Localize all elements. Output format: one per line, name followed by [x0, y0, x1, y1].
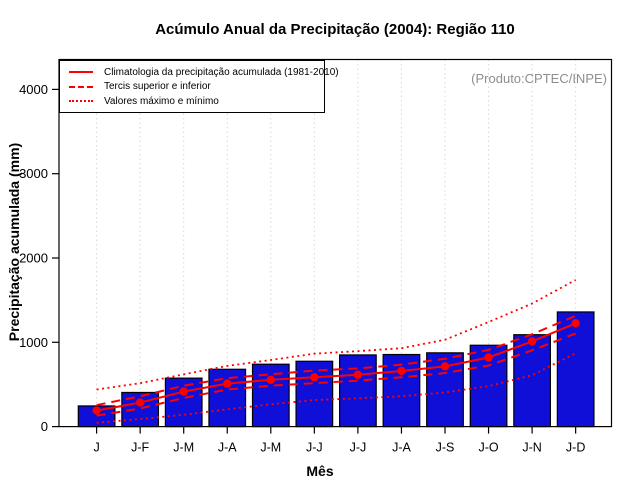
- legend-label-climatology: Climatologia da precipitação acumulada (…: [104, 66, 339, 78]
- climatology-point: [353, 370, 363, 379]
- climatology-point: [310, 373, 319, 382]
- series-line-solid-with-points: [96, 322, 577, 412]
- bar-J-F: [121, 391, 160, 428]
- climatology-point: [571, 319, 580, 328]
- chart-title: Acúmulo Anual da Precipitação (2004): Re…: [155, 21, 515, 38]
- dotted-red-line-icon: [69, 100, 93, 103]
- x-tick-label: J-F: [131, 441, 149, 455]
- producer-credit: (Produto:CPTEC/INPE): [471, 71, 607, 86]
- x-tick-label: J-N: [522, 441, 541, 455]
- bar-J-N: [513, 334, 551, 428]
- legend-item-terciles: Tercis superior e inferior: [60, 80, 324, 95]
- y-tick-label: 1000: [19, 335, 48, 350]
- climatology-point: [266, 375, 275, 385]
- climatology-point: [484, 353, 493, 362]
- climatology-point: [135, 398, 145, 407]
- series-line-dotted: [96, 279, 577, 391]
- plot-border: [58, 58, 613, 428]
- climatology-point: [440, 362, 450, 371]
- bar-J-M: [164, 377, 203, 428]
- x-tick-label: J-O: [478, 441, 498, 455]
- y-tick-label: 0: [41, 419, 48, 434]
- series-line-dashed: [96, 314, 577, 407]
- x-tick-label: J-A: [218, 441, 237, 455]
- x-tick-label: J-A: [392, 441, 411, 455]
- x-tick-label: J-M: [173, 441, 194, 455]
- x-tick-label: J: [93, 441, 99, 455]
- legend-label-max-min: Valores máximo e mínimo: [104, 95, 219, 107]
- x-tick-label: J-M: [260, 441, 281, 455]
- climatology-point: [527, 337, 537, 346]
- x-tick-label: J-J: [306, 441, 323, 455]
- y-tick-label: 3000: [19, 166, 48, 181]
- y-tick-label: 2000: [19, 251, 48, 266]
- bar-J-J: [339, 354, 377, 428]
- x-tick-label: J-S: [436, 441, 455, 455]
- chart-legend: Climatologia da precipitação acumulada (…: [59, 60, 339, 113]
- legend-label-terciles: Tercis superior e inferior: [104, 81, 211, 93]
- series-line-dashed: [96, 332, 577, 417]
- x-axis-title: Mês: [306, 463, 334, 479]
- climatology-point: [223, 379, 232, 388]
- dashed-red-line-icon: [69, 85, 93, 88]
- y-axis-title: Precipitação acumulada (mm): [6, 142, 22, 342]
- bar-J-M: [251, 363, 290, 428]
- bar-J-A: [382, 353, 421, 428]
- y-tick-label: 4000: [19, 82, 48, 97]
- bar-J-A: [208, 368, 247, 428]
- solid-red-line-icon: [69, 71, 93, 74]
- climatology-point: [179, 387, 188, 396]
- x-tick-label: J-D: [566, 441, 585, 455]
- legend-item-max-min: Valores máximo e mínimo: [60, 94, 324, 109]
- x-tick-label: J-J: [350, 441, 367, 455]
- legend-item-climatology: Climatologia da precipitação acumulada (…: [60, 65, 339, 80]
- bar-J-J: [295, 360, 334, 428]
- climatology-point: [92, 406, 101, 415]
- climatology-point: [397, 366, 406, 376]
